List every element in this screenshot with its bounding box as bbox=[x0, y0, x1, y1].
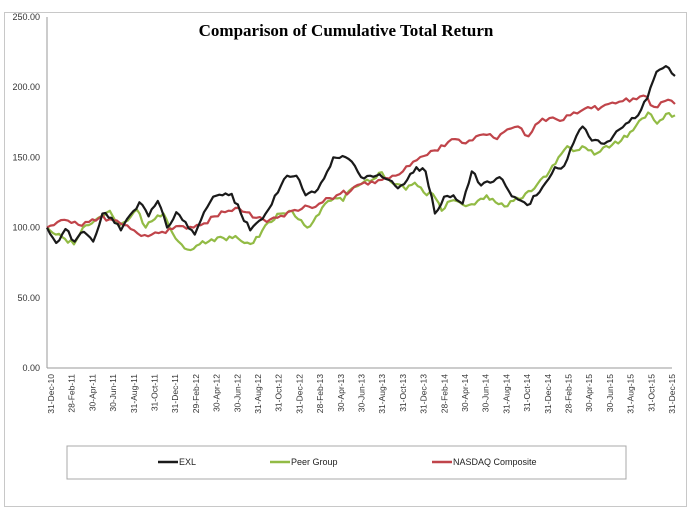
x-tick-label: 29-Feb-12 bbox=[191, 374, 201, 413]
x-tick-label: 30-Apr-15 bbox=[584, 374, 594, 412]
x-tick-label: 31-Oct-12 bbox=[274, 374, 284, 412]
y-tick-label: 150.00 bbox=[12, 152, 40, 162]
x-tick-label: 30-Jun-11 bbox=[108, 374, 118, 412]
x-tick-label: 31-Aug-15 bbox=[626, 374, 636, 414]
series-line-nasdaq-composite bbox=[46, 94, 676, 238]
x-tick-label: 31-Dec-13 bbox=[419, 374, 429, 414]
series-lines bbox=[46, 65, 676, 252]
x-tick-label: 31-Oct-13 bbox=[398, 374, 408, 412]
x-tick-label: 31-Oct-11 bbox=[150, 374, 160, 411]
legend-label: Peer Group bbox=[291, 457, 338, 467]
y-tick-labels: 0.00 50.00 100.00 150.00 200.00 250.00 bbox=[12, 12, 40, 373]
y-tick-label: 100.00 bbox=[12, 223, 40, 233]
y-tick-label: 200.00 bbox=[12, 82, 40, 92]
x-tick-label: 31-Dec-15 bbox=[667, 374, 677, 414]
y-tick-label: 250.00 bbox=[12, 12, 40, 22]
y-tick-label: 0.00 bbox=[22, 363, 40, 373]
x-tick-label: 30-Apr-14 bbox=[460, 374, 470, 412]
y-tick-label: 50.00 bbox=[17, 293, 40, 303]
x-tick-label: 28-Feb-13 bbox=[315, 374, 325, 413]
x-tick-label: 31-Aug-13 bbox=[377, 374, 387, 414]
x-tick-label: 30-Jun-14 bbox=[481, 374, 491, 413]
x-tick-label: 31-Aug-12 bbox=[253, 374, 263, 414]
chart-title: Comparison of Cumulative Total Return bbox=[199, 21, 494, 40]
legend-item: EXL bbox=[158, 457, 196, 467]
x-tick-label: 28-Feb-14 bbox=[439, 374, 449, 413]
x-tick-label: 30-Jun-12 bbox=[232, 374, 242, 413]
x-tick-label: 31-Dec-12 bbox=[294, 374, 304, 414]
x-tick-label: 31-Dec-10 bbox=[46, 374, 56, 414]
x-tick-label: 31-Oct-14 bbox=[522, 374, 532, 412]
legend-box bbox=[66, 445, 627, 480]
x-tick-label: 30-Apr-12 bbox=[212, 374, 222, 412]
x-tick-label: 31-Aug-14 bbox=[501, 374, 511, 414]
x-tick-label: 30-Apr-11 bbox=[87, 374, 97, 411]
legend-item: Peer Group bbox=[270, 457, 338, 467]
legend-label: EXL bbox=[179, 457, 196, 467]
x-tick-label: 31-Dec-11 bbox=[170, 374, 180, 413]
x-tick-label: 30-Jun-13 bbox=[357, 374, 367, 413]
x-tick-labels: 31-Dec-10 28-Feb-11 30-Apr-11 30-Jun-11 31-A… bbox=[46, 374, 677, 414]
x-tick-label: 31-Oct-15 bbox=[646, 374, 656, 412]
series-line-peer-group bbox=[46, 111, 676, 252]
legend: EXL Peer Group NASDAQ Composite bbox=[158, 457, 537, 467]
chart-frame bbox=[4, 12, 687, 507]
x-tick-label: 30-Jun-15 bbox=[605, 374, 615, 413]
series-line-exl bbox=[46, 65, 676, 245]
x-tick-label: 28-Feb-15 bbox=[564, 374, 574, 413]
x-tick-label: 30-Apr-13 bbox=[336, 374, 346, 412]
x-tick-label: 31-Aug-11 bbox=[129, 374, 139, 413]
legend-label: NASDAQ Composite bbox=[453, 457, 537, 467]
legend-item: NASDAQ Composite bbox=[432, 457, 537, 467]
x-tick-label: 31-Dec-14 bbox=[543, 374, 553, 414]
x-tick-label: 28-Feb-11 bbox=[67, 374, 77, 413]
